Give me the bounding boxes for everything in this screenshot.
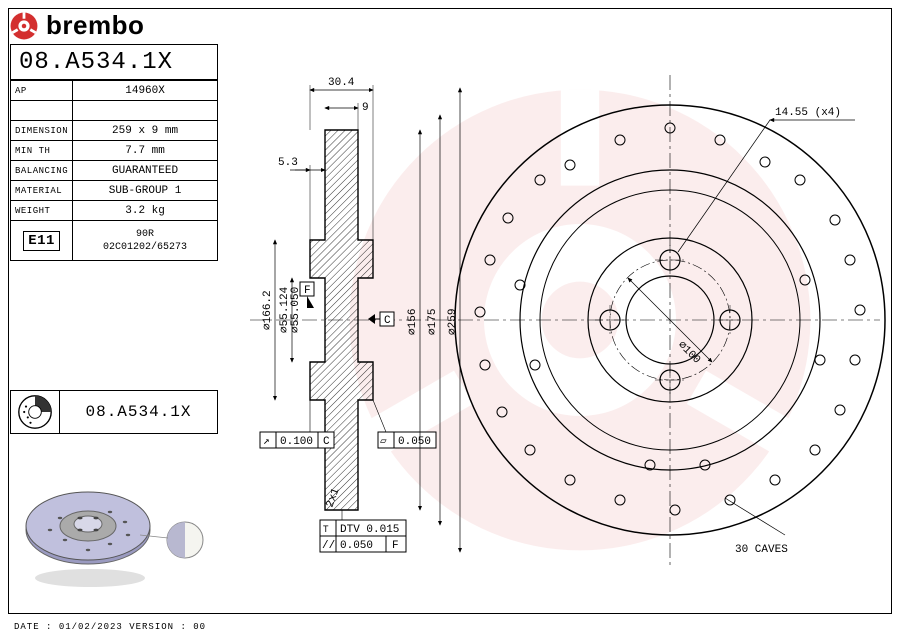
table-row: WEIGHT3.2 kg [11, 201, 218, 221]
dim-pcd: 100 [680, 344, 702, 366]
table-row: BALANCINGGUARANTEED [11, 161, 218, 181]
wt-label: WEIGHT [11, 201, 73, 221]
logo: brembo [10, 10, 144, 41]
datum-f: F [300, 282, 314, 308]
datum-c: C [368, 312, 394, 327]
dim-label: DIMENSION [11, 121, 73, 141]
svg-text:T: T [323, 524, 329, 534]
dim-value: 259 x 9 mm [73, 121, 218, 141]
minth-label: MIN TH [11, 141, 73, 161]
footer: DATE : 01/02/2023 VERSION : 00 [14, 622, 206, 632]
part-number: 08.A534.1X [10, 44, 218, 80]
svg-text:⌀156: ⌀156 [407, 309, 419, 335]
svg-text:DTV 0.015: DTV 0.015 [340, 524, 399, 536]
caves-note: 30 CAVES [735, 544, 788, 556]
svg-text:C: C [384, 315, 391, 327]
svg-text:F: F [392, 540, 399, 552]
gdt-dtv: T DTV 0.015 [320, 520, 406, 536]
dim-hub-od: 166.2 [262, 290, 274, 323]
svg-text:▱: ▱ [380, 436, 387, 448]
e11-badge: E11 [23, 231, 60, 251]
minth-value: 7.7 mm [73, 141, 218, 161]
dim-thickness: 9 [362, 102, 369, 114]
dim-offset: 5.3 [278, 157, 298, 169]
table-row: E11 90R 02C01202/65273 [11, 221, 218, 261]
svg-text:⌀175: ⌀175 [427, 309, 439, 335]
bal-value: GUARANTEED [73, 161, 218, 181]
svg-text:0.050: 0.050 [398, 436, 431, 448]
mat-label: MATERIAL [11, 181, 73, 201]
hole-spec: 14.55 (x4) [775, 107, 841, 119]
ap-label: AP [11, 81, 73, 101]
spec-table: AP14960X DIMENSION259 x 9 mm MIN TH7.7 m… [10, 80, 218, 261]
dim-width: 30.4 [328, 77, 355, 89]
svg-text:⌀259: ⌀259 [447, 309, 459, 335]
mat-value: SUB-GROUP 1 [73, 181, 218, 201]
disc-3d-render [10, 440, 220, 600]
technical-drawing: 30.4 9 5.3 ⌀166.2 ⌀55.124 ⌀55.050 F C [230, 40, 890, 600]
brand-text: brembo [46, 10, 144, 41]
brembo-logo-icon [10, 12, 38, 40]
table-row: MATERIALSUB-GROUP 1 [11, 181, 218, 201]
svg-text:↗: ↗ [263, 436, 270, 448]
svg-text:⌀166.2: ⌀166.2 [262, 290, 274, 330]
table-row [11, 101, 218, 121]
table-row: AP14960X [11, 81, 218, 101]
disc-type-icon [10, 390, 60, 434]
bal-label: BALANCING [11, 161, 73, 181]
gdt-runout: ↗ 0.100 C [260, 400, 334, 448]
table-row: MIN TH7.7 mm [11, 141, 218, 161]
svg-text:0.050: 0.050 [340, 540, 373, 552]
face-view: ⌀100 14.55 (x4) 30 CAVES [455, 75, 885, 565]
svg-text:F: F [304, 285, 311, 297]
cert-value: 90R 02C01202/65273 [73, 221, 218, 261]
svg-text:0.100: 0.100 [280, 436, 313, 448]
ap-value: 14960X [73, 81, 218, 101]
wt-value: 3.2 kg [73, 201, 218, 221]
gdt-flat: ▱ 0.050 [373, 400, 436, 448]
table-row: DIMENSION259 x 9 mm [11, 121, 218, 141]
svg-text:C: C [323, 436, 330, 448]
part-number-repeat: 08.A534.1X [60, 390, 218, 434]
svg-text://: // [322, 540, 335, 552]
